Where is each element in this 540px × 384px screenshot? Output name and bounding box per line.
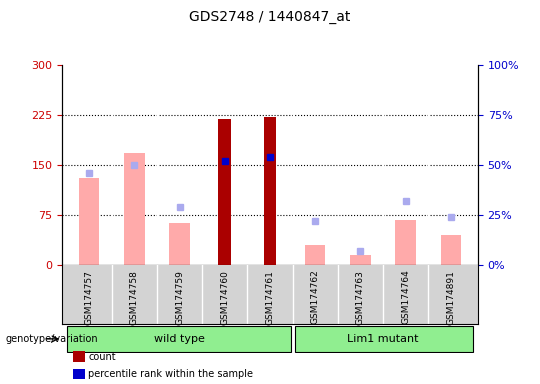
Bar bbox=[264, 117, 276, 265]
Text: GSM174763: GSM174763 bbox=[356, 270, 365, 324]
Text: count: count bbox=[88, 352, 116, 362]
Bar bbox=[79, 179, 99, 265]
Text: GSM174760: GSM174760 bbox=[220, 270, 230, 324]
Text: GSM174764: GSM174764 bbox=[401, 270, 410, 324]
Text: GSM174758: GSM174758 bbox=[130, 270, 139, 324]
Text: Lim1 mutant: Lim1 mutant bbox=[347, 334, 418, 344]
Text: GSM174762: GSM174762 bbox=[310, 270, 320, 324]
Text: GSM174757: GSM174757 bbox=[85, 270, 94, 324]
Bar bbox=[305, 245, 326, 265]
FancyBboxPatch shape bbox=[66, 326, 291, 352]
Bar bbox=[395, 220, 416, 265]
Text: wild type: wild type bbox=[154, 334, 205, 344]
Text: GSM174761: GSM174761 bbox=[266, 270, 274, 324]
Bar bbox=[441, 235, 461, 265]
FancyBboxPatch shape bbox=[295, 326, 474, 352]
Bar bbox=[350, 255, 370, 265]
Bar bbox=[219, 119, 231, 265]
Text: GSM174891: GSM174891 bbox=[446, 270, 455, 324]
Text: GSM174759: GSM174759 bbox=[175, 270, 184, 324]
Bar bbox=[124, 153, 145, 265]
Text: GDS2748 / 1440847_at: GDS2748 / 1440847_at bbox=[190, 10, 350, 23]
Text: percentile rank within the sample: percentile rank within the sample bbox=[88, 369, 253, 379]
Text: genotype/variation: genotype/variation bbox=[5, 334, 98, 344]
Bar bbox=[170, 223, 190, 265]
